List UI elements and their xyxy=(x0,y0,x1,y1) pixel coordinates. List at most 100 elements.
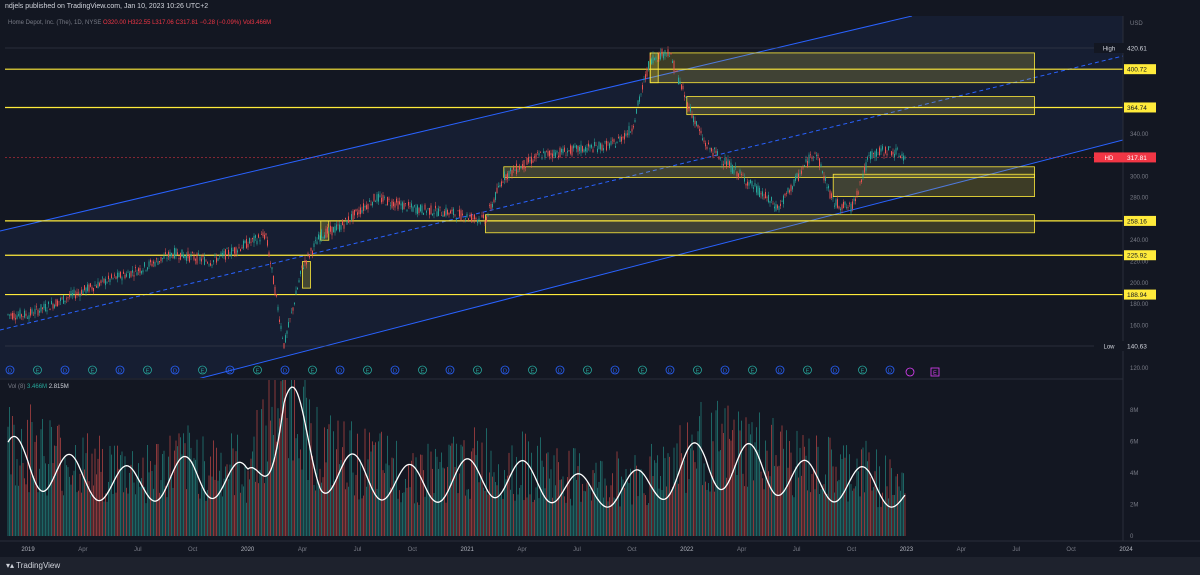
volume-bar xyxy=(226,464,228,536)
volume-bar xyxy=(489,472,490,536)
level-price-tag-bg xyxy=(1124,64,1156,75)
volume-bar xyxy=(705,481,706,536)
candle xyxy=(312,251,313,255)
candle xyxy=(229,255,231,257)
candle xyxy=(628,126,630,136)
volume-bar xyxy=(475,455,477,536)
earnings-event-icon: E xyxy=(418,365,427,375)
candle xyxy=(601,144,603,151)
candle xyxy=(367,204,369,210)
candle xyxy=(781,201,783,202)
low-label-bg xyxy=(1094,341,1124,351)
level-price-tag: 258.16 xyxy=(1127,218,1147,225)
candle xyxy=(478,218,480,221)
candle xyxy=(385,204,387,206)
volume-bar xyxy=(868,452,870,536)
time-tick-label: 2024 xyxy=(1119,547,1133,553)
candle xyxy=(195,259,196,261)
candle xyxy=(421,205,423,214)
earnings-event-icon: D xyxy=(60,365,70,375)
volume-bar xyxy=(690,448,691,536)
candle xyxy=(559,147,561,158)
volume-bar xyxy=(693,450,694,536)
volume-bar xyxy=(129,472,130,536)
candle xyxy=(759,187,760,198)
candle xyxy=(624,133,625,140)
volume-bar xyxy=(496,485,498,536)
volume-bar xyxy=(564,496,565,536)
volume-bar xyxy=(790,452,792,536)
volume-bar xyxy=(7,426,9,536)
earnings-event-icon: D xyxy=(720,365,730,375)
earnings-event-icon: D xyxy=(445,365,455,375)
candle xyxy=(637,100,639,106)
volume-bar xyxy=(175,440,177,536)
candle xyxy=(126,273,127,277)
volume-bar xyxy=(840,454,841,536)
candle xyxy=(585,146,586,152)
volume-bar xyxy=(763,489,765,536)
tradingview-logo[interactable]: ▾▴ TradingView xyxy=(6,561,60,570)
publisher-caption: ndjels published on TradingView.com, Jan… xyxy=(5,3,209,10)
volume-bar xyxy=(666,486,667,536)
volume-bar xyxy=(504,470,505,536)
earnings-event-icon: D xyxy=(500,365,510,375)
candle xyxy=(433,213,435,215)
volume-bar xyxy=(81,492,82,536)
volume-bar xyxy=(838,479,840,536)
volume-bar xyxy=(135,494,136,536)
time-tick-label: Jul xyxy=(134,547,142,553)
volume-bar xyxy=(814,489,816,536)
volume-bar xyxy=(738,411,739,536)
candle xyxy=(241,247,243,249)
volume-bar xyxy=(625,469,627,536)
level-price-tag-bg xyxy=(1124,250,1156,261)
volume-bar xyxy=(247,470,249,536)
earnings-event-icon: D xyxy=(5,365,15,375)
volume-bar xyxy=(469,498,471,536)
candle xyxy=(22,316,24,317)
candle xyxy=(538,153,540,156)
volume-bar xyxy=(148,472,150,536)
candle xyxy=(607,142,609,144)
volume-bar xyxy=(477,440,478,536)
event-marker-letter: E xyxy=(476,369,480,375)
candle xyxy=(448,212,450,215)
candle xyxy=(555,152,556,158)
volume-bar xyxy=(792,495,793,536)
volume-bar xyxy=(165,485,166,536)
volume-bar xyxy=(609,497,610,536)
candle xyxy=(789,190,790,193)
candle xyxy=(681,84,682,90)
volume-bar xyxy=(304,380,306,536)
candle xyxy=(660,52,661,60)
volume-bar xyxy=(697,431,699,536)
candle xyxy=(7,314,9,315)
price-chart[interactable]: D E D E D E D E D E D E D E D E D E D E D E D E D E D E D E D E D E USD 34… xyxy=(0,0,1200,557)
candle xyxy=(219,255,220,257)
candle xyxy=(744,177,745,182)
event-flag-icon xyxy=(930,367,940,377)
earnings-event-icon: E xyxy=(363,365,372,375)
candle xyxy=(757,185,759,195)
candle xyxy=(750,179,751,183)
volume-tick-label: 6M xyxy=(1130,440,1138,446)
volume-bar xyxy=(543,466,544,536)
candle xyxy=(811,156,813,159)
volume-bar xyxy=(153,488,154,536)
candle xyxy=(561,149,562,153)
candle xyxy=(40,304,42,312)
volume-bar xyxy=(210,456,211,536)
volume-bar xyxy=(865,440,867,536)
candle xyxy=(223,251,225,257)
volume-bar xyxy=(256,409,258,536)
volume-bar xyxy=(462,446,463,536)
candle xyxy=(799,173,801,174)
volume-bar xyxy=(834,492,835,536)
candle xyxy=(864,166,865,173)
volume-bar xyxy=(745,417,747,536)
event-marker-letter: D xyxy=(448,369,452,375)
volume-bar xyxy=(9,406,10,536)
candle xyxy=(481,214,483,218)
volume-bar xyxy=(592,470,594,536)
